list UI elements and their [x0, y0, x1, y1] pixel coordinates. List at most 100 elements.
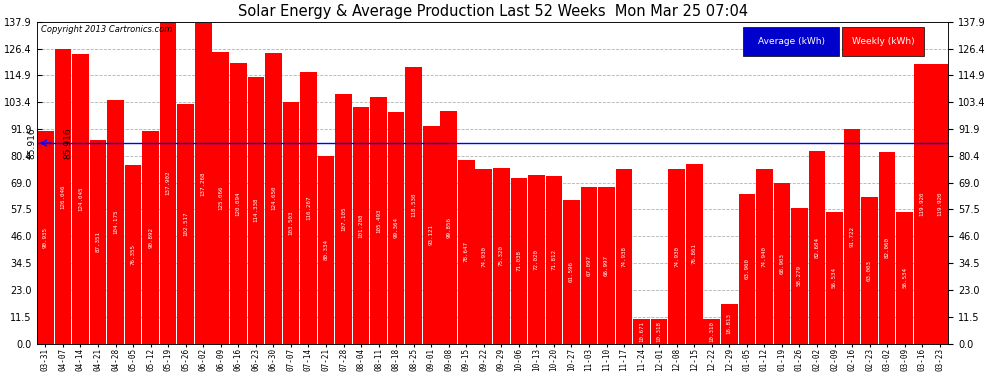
Text: 71.812: 71.812 [551, 249, 556, 270]
Bar [511, 178, 528, 344]
Text: 125.066: 125.066 [218, 185, 224, 210]
Text: 114.338: 114.338 [253, 198, 258, 222]
Text: 90.935: 90.935 [43, 227, 48, 248]
Text: 74.930: 74.930 [674, 246, 679, 267]
Text: 74.938: 74.938 [622, 246, 627, 267]
Text: 66.997: 66.997 [604, 255, 609, 276]
Text: 116.267: 116.267 [306, 196, 311, 220]
Bar [773, 183, 790, 344]
Text: 103.503: 103.503 [288, 210, 293, 235]
Text: 74.930: 74.930 [481, 246, 486, 267]
Text: 85.916: 85.916 [28, 127, 37, 159]
Bar [90, 140, 106, 344]
Bar [809, 151, 826, 344]
Bar [458, 160, 474, 344]
Text: 91.722: 91.722 [849, 226, 854, 247]
Text: 10.310: 10.310 [709, 321, 714, 342]
Bar [177, 104, 194, 344]
Bar [686, 164, 703, 344]
Bar [265, 53, 282, 344]
Text: 104.175: 104.175 [113, 210, 118, 234]
Text: 68.903: 68.903 [779, 253, 784, 274]
Bar [896, 211, 913, 344]
Text: 119.920: 119.920 [920, 191, 925, 216]
Text: 61.596: 61.596 [569, 261, 574, 282]
Bar [634, 319, 650, 344]
Bar [563, 200, 580, 344]
FancyBboxPatch shape [743, 27, 840, 56]
Text: 10.318: 10.318 [656, 321, 661, 342]
Bar [598, 187, 615, 344]
Bar [843, 129, 860, 344]
Text: 76.861: 76.861 [692, 243, 697, 264]
Bar [704, 320, 720, 344]
Text: 85.916: 85.916 [63, 127, 72, 159]
Bar [423, 126, 440, 344]
Text: 105.493: 105.493 [376, 208, 381, 233]
Text: 16.813: 16.813 [727, 314, 732, 334]
Text: 93.121: 93.121 [429, 224, 434, 245]
Text: 71.038: 71.038 [517, 250, 522, 271]
Text: 87.351: 87.351 [95, 231, 101, 252]
Bar [37, 131, 53, 344]
Text: 101.208: 101.208 [358, 213, 363, 238]
Text: 63.003: 63.003 [867, 260, 872, 280]
Bar [405, 67, 422, 344]
Bar [318, 156, 335, 344]
Bar [441, 111, 457, 344]
Title: Solar Energy & Average Production Last 52 Weeks  Mon Mar 25 07:04: Solar Energy & Average Production Last 5… [238, 4, 747, 19]
Text: 107.105: 107.105 [341, 206, 346, 231]
Text: 58.279: 58.279 [797, 265, 802, 286]
FancyBboxPatch shape [842, 27, 924, 56]
Text: 137.902: 137.902 [165, 170, 170, 195]
Bar [827, 211, 842, 344]
Bar [650, 320, 667, 344]
Text: 80.334: 80.334 [324, 239, 329, 260]
Bar [143, 131, 159, 344]
Text: 118.530: 118.530 [411, 193, 416, 217]
Text: Average (kWh): Average (kWh) [757, 36, 825, 45]
Bar [581, 187, 597, 344]
Bar [388, 112, 405, 344]
Bar [370, 98, 387, 344]
Bar [914, 64, 931, 344]
Text: 10.671: 10.671 [640, 321, 644, 342]
Text: 74.940: 74.940 [762, 246, 767, 267]
Bar [791, 207, 808, 344]
Bar [195, 23, 212, 344]
Text: 82.684: 82.684 [815, 237, 820, 258]
Text: 99.856: 99.856 [446, 216, 451, 237]
Bar [282, 102, 299, 344]
Bar [879, 152, 895, 344]
Text: Weekly (kWh): Weekly (kWh) [851, 36, 914, 45]
Text: 124.650: 124.650 [271, 186, 276, 210]
Bar [159, 22, 176, 344]
Bar [616, 169, 633, 344]
Bar [213, 52, 229, 344]
Text: 56.534: 56.534 [902, 267, 907, 288]
Bar [230, 63, 247, 344]
Text: 126.046: 126.046 [60, 184, 65, 209]
Bar [300, 72, 317, 344]
Bar [932, 64, 948, 344]
Text: 102.517: 102.517 [183, 211, 188, 236]
Bar [739, 194, 755, 344]
Text: 56.534: 56.534 [832, 267, 837, 288]
Bar [668, 169, 685, 344]
Bar [54, 50, 71, 344]
Text: 124.045: 124.045 [78, 186, 83, 211]
Bar [248, 77, 264, 344]
Text: 67.097: 67.097 [586, 255, 591, 276]
Text: 99.364: 99.364 [394, 217, 399, 238]
Text: 137.268: 137.268 [201, 171, 206, 196]
Text: Copyright 2013 Cartronics.com: Copyright 2013 Cartronics.com [42, 25, 172, 34]
Bar [475, 169, 492, 344]
Bar [545, 176, 562, 344]
Bar [125, 165, 142, 344]
Bar [861, 196, 878, 344]
Bar [528, 176, 545, 344]
Text: 72.020: 72.020 [534, 249, 539, 270]
Text: 119.920: 119.920 [938, 191, 942, 216]
Bar [107, 100, 124, 344]
Bar [72, 54, 89, 344]
